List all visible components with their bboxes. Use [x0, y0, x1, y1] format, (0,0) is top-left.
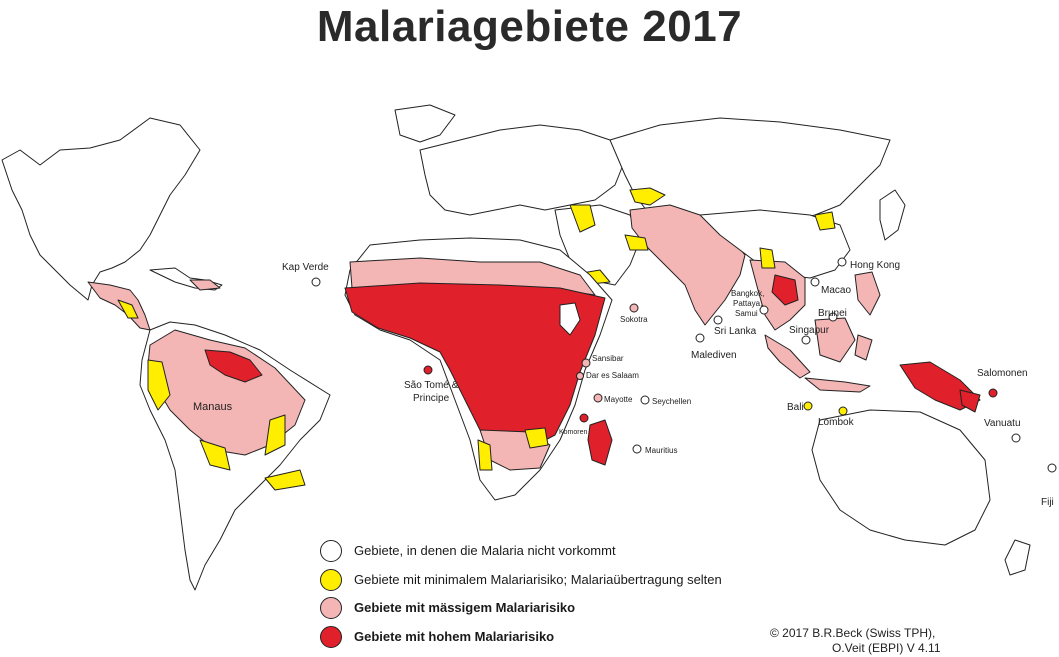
- sokotra-marker: [629, 303, 639, 313]
- lombok-marker: [838, 406, 848, 416]
- central-america: [87, 281, 151, 331]
- greenland: [394, 104, 456, 143]
- sa-minimal-2: [264, 414, 286, 456]
- label-salomonen: Salomonen: [977, 368, 1028, 379]
- label-komoren: Komoren: [559, 429, 588, 436]
- seychellen-marker: [640, 395, 650, 405]
- sa-minimal-3: [199, 439, 231, 471]
- europe: [419, 124, 626, 216]
- amazon-high: [204, 349, 263, 383]
- label-bangkok: Bangkok,: [731, 289, 764, 298]
- madagascar: [587, 419, 613, 466]
- new-zealand: [1004, 539, 1031, 576]
- label-dar-es-salaam: Dar es Salaam: [586, 371, 639, 380]
- hispaniola: [189, 279, 221, 291]
- map-title: Malariagebiete 2017: [316, 2, 743, 51]
- label-principe: Principe: [413, 393, 450, 404]
- vanuatu-marker: [1011, 433, 1021, 443]
- label-pattaya: Pattaya,: [733, 299, 762, 308]
- south-africa-minimal-2: [524, 427, 549, 449]
- legend-swatch-none: [320, 540, 342, 562]
- brunei-marker: [828, 312, 838, 322]
- label-sokotra: Sokotra: [620, 315, 648, 324]
- credit-line-1: © 2017 B.R.Beck (Swiss TPH),: [770, 626, 936, 640]
- label-kap-verde: Kap Verde: [282, 262, 329, 273]
- hong-kong-marker: [837, 257, 847, 267]
- north-america: [1, 117, 201, 301]
- label-manaus: Manaus: [193, 401, 233, 413]
- label-lombok: Lombok: [818, 417, 855, 428]
- solomon-islands: [959, 389, 981, 413]
- singapur-marker: [801, 335, 811, 345]
- australia: [811, 409, 991, 546]
- label-sansibar: Sansibar: [592, 354, 624, 363]
- komoren-marker: [579, 413, 589, 423]
- label-macao: Macao: [821, 285, 851, 296]
- pakistan-minimal: [624, 234, 649, 251]
- kap-verde-marker: [311, 277, 321, 287]
- bangkok-marker: [759, 305, 769, 315]
- label-mauritius: Mauritius: [645, 446, 677, 455]
- sao-tome-marker: [423, 365, 433, 375]
- china-minimal: [814, 211, 836, 231]
- credit: © 2017 B.R.Beck (Swiss TPH), O.Veit (EBP…: [770, 626, 941, 656]
- label-singapur: Singapur: [789, 325, 830, 336]
- south-africa-minimal-1: [477, 439, 493, 471]
- caucasus-minimal: [629, 187, 666, 206]
- legend-swatch-high: [320, 626, 342, 648]
- label-seychellen: Seychellen: [652, 397, 691, 406]
- sansibar-marker: [581, 358, 591, 368]
- fiji-marker: [1047, 463, 1057, 473]
- dar-es-salaam-marker: [576, 372, 584, 380]
- sa-minimal-1: [147, 359, 171, 411]
- label-samui: Samui: [735, 309, 758, 318]
- salomonen-marker: [988, 388, 998, 398]
- sri-lanka-marker: [713, 315, 723, 325]
- legend-label-high: Gebiete mit hohem Malariarisiko: [354, 629, 555, 644]
- china: [699, 209, 851, 279]
- label-sri-lanka: Sri Lanka: [714, 326, 757, 337]
- legend-label-none: Gebiete, in denen die Malaria nicht vork…: [354, 543, 616, 558]
- sumatra: [764, 334, 811, 379]
- credit-line-2: O.Veit (EBPI) V 4.11: [832, 641, 941, 655]
- sa-minimal-4: [264, 469, 306, 491]
- place-labels: Kap Verde Manaus São Tomé & Principe Sok…: [193, 260, 1054, 508]
- label-vanuatu: Vanuatu: [984, 418, 1021, 429]
- macao-marker: [810, 277, 820, 287]
- legend-label-moderate: Gebiete mit mässigem Malariarisiko: [354, 600, 576, 615]
- label-malediven: Malediven: [691, 350, 737, 361]
- java: [804, 377, 871, 393]
- mayotte-marker: [593, 393, 603, 403]
- ethiopia-highlands: [559, 302, 581, 336]
- middle-east-minimal-1: [569, 204, 596, 233]
- mauritius-marker: [632, 444, 642, 454]
- legend-swatch-minimal: [320, 569, 342, 591]
- label-hong-kong: Hong Kong: [850, 260, 900, 271]
- legend-label-minimal: Gebiete mit minimalem Malariarisiko; Mal…: [354, 572, 722, 587]
- label-mayotte: Mayotte: [604, 395, 633, 404]
- label-fiji: Fiji: [1041, 497, 1054, 508]
- legend-swatch-moderate: [320, 597, 342, 619]
- label-sao-tome: São Tomé &: [404, 380, 459, 391]
- borneo: [814, 317, 856, 363]
- malediven-marker: [695, 333, 705, 343]
- philippines: [854, 271, 881, 316]
- bali-marker: [803, 401, 813, 411]
- se-asia-minimal: [759, 247, 776, 269]
- label-brunei: Brunei: [818, 308, 847, 319]
- label-bali: Bali: [787, 402, 804, 413]
- sulawesi: [854, 334, 873, 361]
- japan: [879, 189, 906, 241]
- se-asia-high: [771, 274, 799, 306]
- place-markers: [311, 257, 1057, 473]
- central-america-minimal: [117, 299, 139, 319]
